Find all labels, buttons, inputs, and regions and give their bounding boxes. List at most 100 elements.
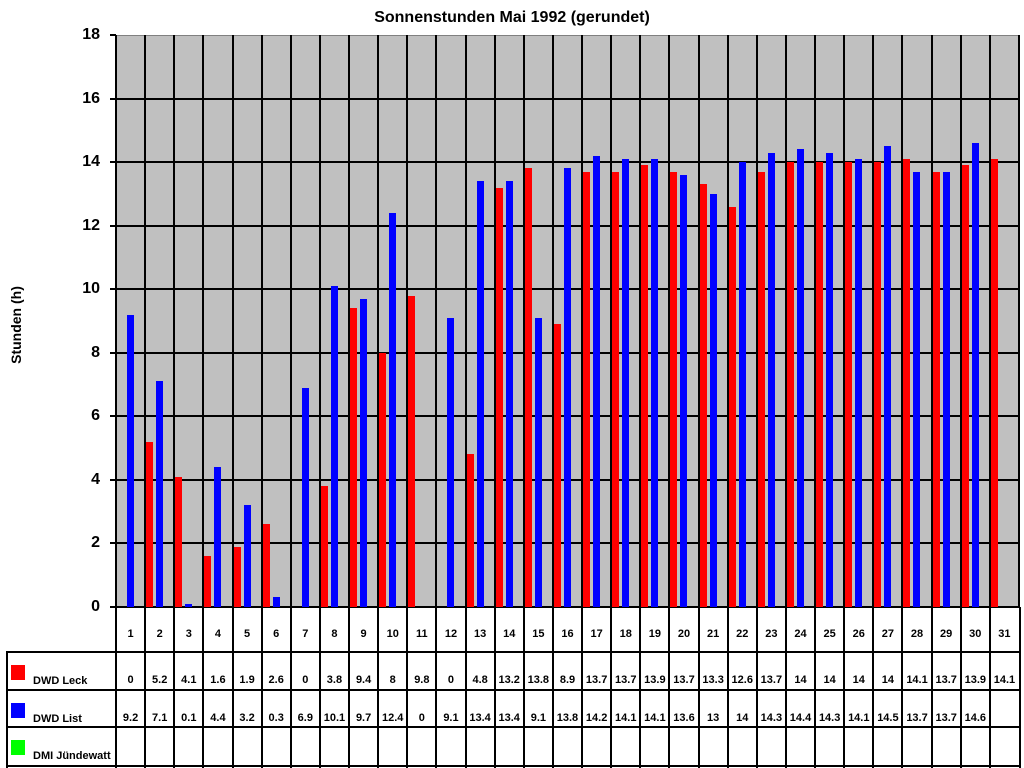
x-category-label: 6 (273, 628, 280, 640)
x-category-label: 15 (532, 628, 545, 640)
y-tick-label: 14 (82, 153, 100, 170)
bar-dwd-leck (263, 524, 270, 607)
x-category-label: 29 (940, 628, 953, 640)
table-value: 13.4 (498, 712, 520, 724)
gridline-h (116, 98, 1019, 100)
table-row-line (7, 651, 1019, 653)
bar-dwd-leck (903, 158, 910, 607)
x-category-label: 7 (302, 628, 309, 640)
bar-dwd-list (127, 314, 134, 607)
bar-dwd-leck (962, 165, 969, 607)
y-tick-label: 18 (82, 26, 100, 43)
bar-dwd-list (797, 149, 804, 607)
bar-dwd-leck (991, 158, 998, 607)
legend-swatch (11, 665, 25, 680)
table-value: 14 (852, 674, 865, 686)
legend-swatch (11, 740, 25, 755)
table-value: 14.1 (906, 674, 928, 686)
bar-dwd-leck (670, 171, 677, 607)
bar-dwd-leck (408, 295, 415, 607)
bar-dwd-leck (175, 476, 182, 607)
table-value: 13.7 (673, 674, 695, 686)
table-value: 13.7 (585, 674, 608, 686)
table-value: 13.8 (556, 712, 579, 724)
x-category-label: 8 (331, 628, 338, 640)
table-row-line (7, 726, 1019, 728)
y-tick-mark (110, 606, 116, 608)
y-tick-label: 0 (91, 598, 100, 615)
x-category-label: 31 (998, 628, 1011, 640)
bar-dwd-list (302, 387, 309, 607)
table-value: 1.6 (210, 674, 226, 686)
table-value: 14.1 (615, 712, 637, 724)
table-value: 4.8 (472, 674, 488, 686)
gridline-v (377, 35, 379, 768)
y-tick-label: 4 (91, 471, 100, 488)
table-value: 14.1 (644, 712, 666, 724)
legend-label: DWD List (33, 713, 82, 725)
table-value: 10.1 (323, 712, 346, 724)
bar-dwd-list (331, 286, 338, 607)
table-value: 13.7 (935, 674, 957, 686)
bar-dwd-list (564, 168, 571, 607)
bar-dwd-list (360, 298, 367, 607)
bar-dwd-list (593, 155, 600, 607)
table-value: 8.9 (559, 674, 576, 686)
bar-dwd-list (739, 162, 746, 607)
gridline-v (319, 35, 321, 768)
gridline-v (581, 35, 583, 768)
table-value: 4.1 (181, 674, 197, 686)
x-category-label: 1 (127, 628, 134, 640)
gridline-v (202, 35, 204, 768)
gridline-v (232, 35, 234, 768)
gridline-v (756, 35, 758, 768)
bar-dwd-leck (204, 556, 211, 607)
bar-dwd-leck (379, 352, 386, 607)
table-value: 4.4 (210, 712, 226, 724)
x-category-label: 18 (619, 628, 632, 640)
table-value: 9.1 (530, 712, 546, 724)
x-category-label: 25 (823, 628, 836, 640)
bar-dwd-list (506, 181, 513, 607)
table-value: 14 (881, 674, 895, 686)
bar-dwd-list (826, 152, 833, 607)
bar-dwd-leck (525, 168, 532, 607)
table-value: 6.9 (297, 712, 313, 724)
y-tick-label: 16 (82, 90, 100, 107)
table-value: 13.9 (964, 674, 986, 686)
legend-label: DWD Leck (33, 675, 88, 687)
gridline-v (173, 35, 175, 768)
bar-dwd-leck (874, 162, 881, 607)
bar-dwd-leck (321, 486, 328, 607)
table-value: 13.4 (469, 712, 491, 724)
bar-dwd-leck (496, 187, 503, 607)
x-category-label: 17 (590, 628, 603, 640)
table-value: 3.2 (239, 712, 255, 724)
table-value: 9.8 (414, 674, 430, 686)
gridline-v (989, 35, 991, 768)
gridline-v (1018, 35, 1020, 607)
table-right-border (1019, 607, 1021, 768)
table-value: 13.8 (527, 674, 550, 686)
y-tick-mark (110, 415, 116, 417)
table-value: 7.1 (152, 712, 168, 724)
x-category-label: 10 (386, 628, 399, 640)
x-category-label: 30 (969, 628, 982, 640)
gridline-v (960, 35, 962, 768)
x-axis-line (116, 606, 1019, 608)
chart-title: Sonnenstunden Mai 1992 (gerundet) (374, 9, 650, 26)
table-row-line (7, 765, 1019, 767)
table-value: 9.7 (355, 712, 372, 724)
y-tick-mark (110, 352, 116, 354)
x-category-label: 3 (185, 628, 192, 640)
y-tick-label: 6 (91, 407, 100, 424)
gridline-v (785, 35, 787, 768)
x-category-label: 5 (244, 628, 251, 640)
bar-dwd-leck (554, 324, 561, 607)
bar-dwd-list (156, 381, 163, 607)
y-tick-mark (110, 98, 116, 100)
table-value: 13.7 (760, 674, 783, 686)
x-category-label: 2 (156, 628, 163, 640)
table-value: 13.9 (644, 674, 666, 686)
x-category-label: 27 (881, 628, 895, 640)
